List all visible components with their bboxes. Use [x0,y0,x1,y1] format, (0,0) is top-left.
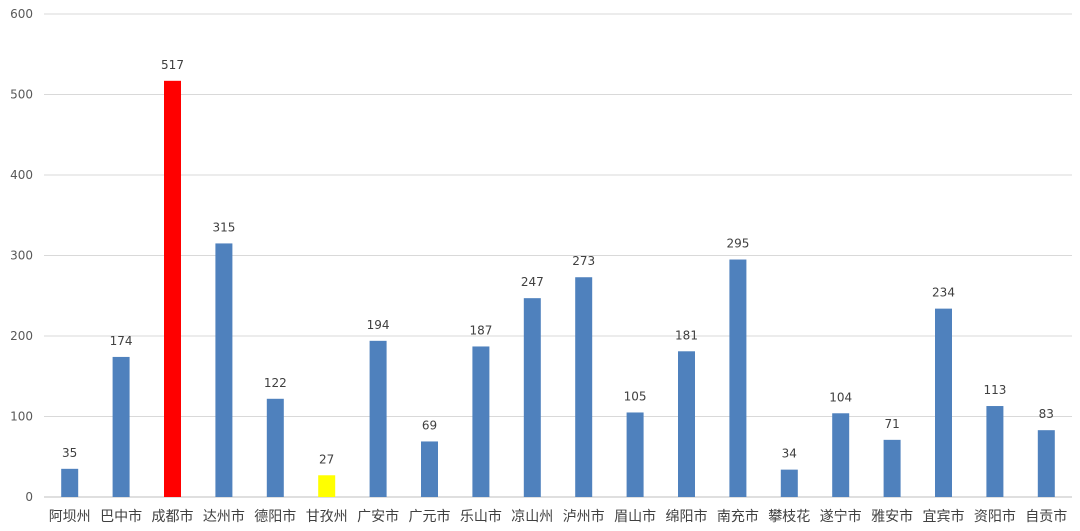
category-label: 眉山市 [614,508,656,525]
y-tick-label: 100 [10,410,33,424]
bar [678,351,695,497]
bar [832,413,850,497]
y-tick-label: 0 [25,490,33,504]
bar [164,80,181,497]
data-labels: 35 174 517 315 122 27 194 69 187 247 273 105 181 295 3… [62,58,1054,466]
data-label: 234 [932,286,955,300]
category-label: 阿坝州 [49,509,91,525]
y-tick-label: 600 [10,7,33,21]
data-label: 315 [212,220,235,234]
category-label: 自贡市 [1025,508,1067,525]
data-label: 247 [521,275,544,289]
data-label: 113 [983,383,1006,397]
data-label: 181 [675,328,698,342]
category-label: 广元市 [409,508,451,525]
bar [318,475,336,497]
data-label: 295 [726,237,749,251]
gridlines [44,13,1072,498]
data-label: 517 [161,58,184,72]
data-label: 104 [829,390,852,404]
bar [575,277,593,497]
data-label: 174 [110,334,133,348]
bar [935,308,952,497]
data-label: 83 [1039,407,1054,421]
y-axis-ticks: 0 100 200 300 400 500 600 [10,7,33,504]
bar [266,398,284,497]
data-label: 105 [624,389,647,403]
y-tick-label: 200 [10,329,33,343]
category-label: 达州市 [203,508,245,525]
bar [61,468,79,497]
category-label: 德阳市 [254,508,296,525]
data-label: 27 [319,452,334,466]
y-tick-label: 400 [10,168,33,182]
data-label: 69 [422,418,437,432]
y-tick-label: 500 [10,88,33,102]
category-label: 雅安市 [871,508,913,525]
data-label: 35 [62,446,77,460]
bar [421,441,438,497]
bar [780,469,798,497]
category-label: 泸州市 [563,508,605,525]
category-label: 南充市 [717,508,759,525]
category-label: 攀枝花 [768,509,810,525]
category-label: 广安市 [357,508,399,525]
data-label: 122 [264,376,287,390]
category-label: 宜宾市 [923,508,965,525]
category-label: 遂宁市 [820,508,862,525]
category-label: 巴中市 [100,508,142,525]
bar [472,346,490,497]
category-label: 资阳市 [974,508,1016,525]
bar [215,243,233,497]
category-label: 成都市 [152,508,194,525]
data-label: 194 [367,318,390,332]
bar [626,412,644,497]
bar [369,340,387,497]
category-label: 凉山州 [511,509,553,525]
bar [986,406,1004,497]
bar [883,439,901,497]
bar [112,356,130,497]
category-label: 绵阳市 [666,508,708,525]
y-tick-label: 300 [10,249,33,263]
data-label: 71 [884,417,899,431]
category-label: 甘孜州 [306,509,348,525]
bar [523,298,541,497]
bars [61,80,1055,497]
x-axis-labels: 阿坝州 巴中市 成都市 达州市 德阳市 甘孜州 广安市 广元市 乐山市 凉山州 泸州市 眉山市 绵阳市南… [49,508,1068,525]
data-label: 273 [572,254,595,268]
data-label: 187 [469,323,492,337]
bar [729,259,747,497]
data-label: 34 [782,447,797,461]
category-label: 乐山市 [460,508,502,525]
bar [1037,430,1055,497]
